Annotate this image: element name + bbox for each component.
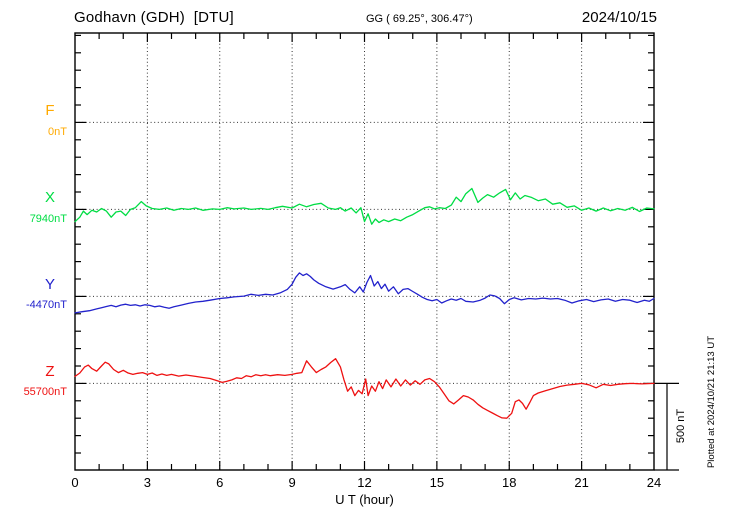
x-tick-label: 15 bbox=[429, 475, 445, 490]
component-value-z: 55700nT bbox=[23, 386, 67, 398]
component-value-x: 7940nT bbox=[29, 213, 67, 225]
component-label-y: Y bbox=[44, 276, 55, 293]
plot-frame bbox=[74, 32, 655, 471]
x-tick-label: 3 bbox=[143, 475, 151, 490]
scale-bar-label: 500 nT bbox=[675, 408, 687, 444]
plot-date: 2024/10/15 bbox=[581, 9, 657, 26]
component-value-f: 0nT bbox=[48, 126, 67, 138]
x-axis-label: U T (hour) bbox=[335, 492, 394, 507]
x-tick-label: 24 bbox=[646, 475, 662, 490]
x-axis-ticks: 0 3 6 9 12 15 18 21 24 bbox=[0, 475, 730, 491]
plotted-timestamp: Plotted at 2024/10/21 21:13 UT bbox=[705, 335, 717, 469]
x-tick-label: 12 bbox=[357, 475, 372, 490]
x-tick-label: 0 bbox=[71, 475, 79, 490]
x-tick-label: 9 bbox=[288, 475, 296, 490]
trace-y bbox=[74, 272, 655, 314]
x-tick-label: 18 bbox=[502, 475, 517, 490]
geographic-coordinates: GG ( 69.25°, 306.47°) bbox=[366, 13, 473, 25]
component-value-y: -4470nT bbox=[26, 299, 67, 311]
station-title: Godhavn (GDH) [DTU] bbox=[74, 9, 234, 26]
component-label-z: Z bbox=[45, 363, 55, 380]
trace-z bbox=[74, 358, 655, 419]
trace-x bbox=[74, 187, 655, 225]
x-tick-label: 6 bbox=[216, 475, 224, 490]
component-label-f: F bbox=[45, 102, 55, 119]
component-label-x: X bbox=[44, 189, 55, 206]
x-tick-label: 21 bbox=[574, 475, 589, 490]
